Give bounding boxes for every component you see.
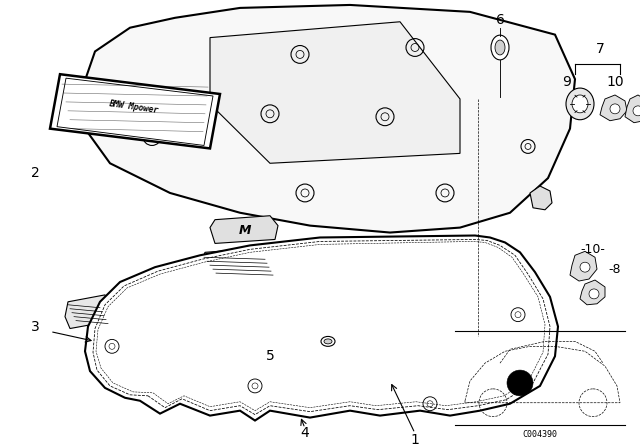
Circle shape	[610, 104, 620, 114]
Ellipse shape	[495, 40, 505, 55]
Ellipse shape	[324, 339, 332, 344]
Text: -10-: -10-	[580, 243, 605, 256]
Circle shape	[589, 289, 599, 299]
Text: -8: -8	[609, 263, 621, 276]
Polygon shape	[570, 251, 597, 281]
Ellipse shape	[572, 95, 588, 113]
Text: 9: 9	[563, 75, 572, 89]
Polygon shape	[625, 95, 640, 123]
Text: 4: 4	[301, 426, 309, 440]
Text: 5: 5	[266, 349, 275, 363]
Circle shape	[633, 106, 640, 116]
Polygon shape	[85, 236, 558, 421]
Circle shape	[507, 370, 533, 396]
Polygon shape	[600, 95, 627, 121]
Ellipse shape	[321, 336, 335, 346]
Ellipse shape	[491, 35, 509, 60]
Text: 1: 1	[411, 433, 419, 448]
Text: 2: 2	[31, 166, 40, 180]
Text: C004390: C004390	[522, 431, 557, 439]
Text: 10: 10	[606, 75, 624, 89]
Ellipse shape	[566, 88, 594, 120]
Polygon shape	[530, 186, 552, 210]
Text: 3: 3	[31, 319, 40, 334]
Polygon shape	[50, 74, 220, 148]
Circle shape	[580, 262, 590, 272]
Polygon shape	[580, 280, 605, 305]
Text: 7: 7	[596, 43, 604, 56]
Polygon shape	[200, 247, 275, 277]
Text: BMW Mpower: BMW Mpower	[108, 99, 158, 115]
Text: 6: 6	[495, 13, 504, 27]
Text: M: M	[239, 224, 252, 237]
Polygon shape	[65, 295, 110, 328]
Polygon shape	[210, 216, 278, 243]
Polygon shape	[82, 5, 575, 233]
Polygon shape	[210, 22, 460, 163]
